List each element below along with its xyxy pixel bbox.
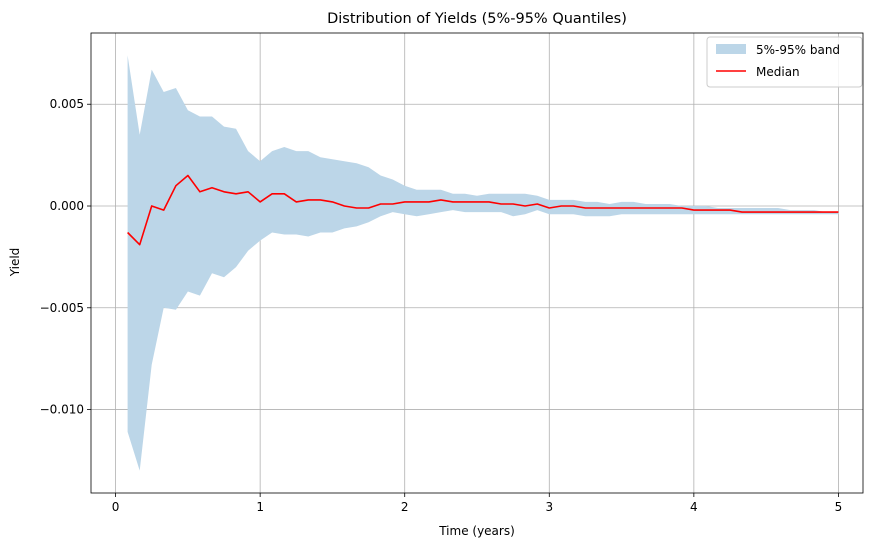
x-tick-label: 2 bbox=[401, 500, 409, 514]
y-axis-ticks: −0.010 −0.005 0.000 0.005 bbox=[40, 97, 91, 417]
y-tick-label: 0.000 bbox=[50, 199, 84, 213]
legend-band-label: 5%-95% band bbox=[756, 43, 840, 57]
x-axis-label: Time (years) bbox=[438, 524, 515, 538]
x-tick-label: 0 bbox=[112, 500, 120, 514]
x-tick-label: 4 bbox=[690, 500, 698, 514]
legend: 5%-95% band Median bbox=[706, 36, 863, 88]
x-tick-label: 1 bbox=[256, 500, 264, 514]
y-axis-label: Yield bbox=[8, 248, 22, 278]
axes-frame bbox=[90, 32, 864, 494]
median-line bbox=[127, 174, 839, 246]
x-tick-label: 3 bbox=[545, 500, 553, 514]
y-tick-label: 0.005 bbox=[50, 97, 84, 111]
legend-median-label: Median bbox=[756, 65, 800, 79]
y-tick-label: −0.010 bbox=[40, 403, 84, 417]
legend-band-swatch bbox=[716, 44, 746, 54]
plot-area bbox=[127, 55, 839, 471]
chart-title: Distribution of Yields (5%-95% Quantiles… bbox=[327, 11, 627, 27]
band-area bbox=[127, 55, 839, 471]
x-axis-ticks: 0 1 2 3 4 5 bbox=[112, 493, 842, 514]
y-tick-label: −0.005 bbox=[40, 301, 84, 315]
x-tick-label: 5 bbox=[835, 500, 843, 514]
